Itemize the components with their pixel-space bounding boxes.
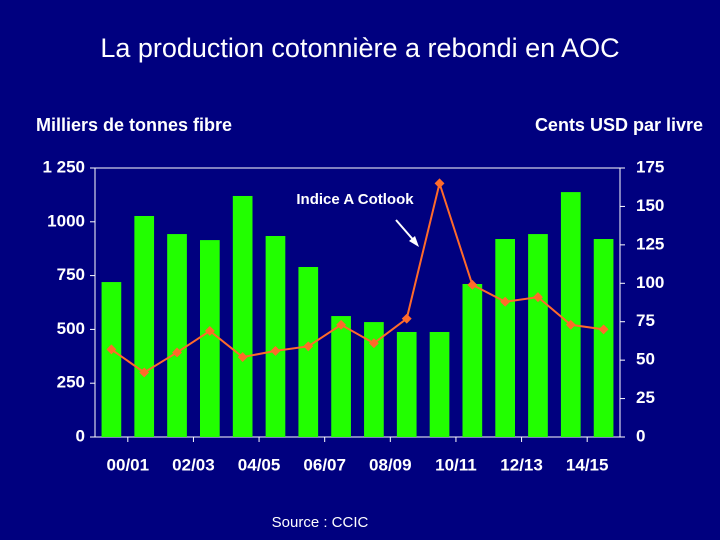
bar bbox=[528, 234, 548, 437]
bar bbox=[331, 316, 351, 437]
y2-tick-label: 150 bbox=[636, 196, 664, 215]
y-tick-label: 1000 bbox=[47, 211, 85, 230]
line-marker bbox=[303, 341, 314, 352]
y-tick-label: 1 250 bbox=[42, 157, 85, 176]
y2-tick-label: 125 bbox=[636, 234, 664, 253]
bar bbox=[462, 283, 483, 437]
line-marker bbox=[434, 178, 445, 189]
y2-tick-label: 25 bbox=[636, 388, 655, 407]
chart-title: La production cotonnière a rebondi en AO… bbox=[100, 33, 619, 63]
line-marker bbox=[204, 325, 215, 336]
y2-tick-label: 50 bbox=[636, 350, 655, 369]
y-tick-label: 750 bbox=[57, 265, 85, 284]
bar bbox=[560, 192, 581, 437]
line bbox=[110, 179, 604, 374]
bar bbox=[593, 239, 614, 437]
plot-area bbox=[94, 167, 621, 438]
line-marker bbox=[401, 313, 412, 324]
x-tick-label: 00/01 bbox=[107, 455, 150, 474]
bar bbox=[101, 282, 122, 437]
x-tick-label: 12/13 bbox=[500, 455, 543, 474]
line-marker bbox=[598, 324, 609, 335]
source: Source : CCIC bbox=[272, 514, 369, 531]
x-tick-label: 04/05 bbox=[238, 455, 281, 474]
y-tick-label: 500 bbox=[57, 319, 85, 338]
bar bbox=[265, 236, 286, 437]
bar bbox=[167, 234, 187, 437]
line-marker bbox=[368, 338, 379, 349]
y-axis-label: Milliers de tonnes fibre bbox=[36, 115, 232, 135]
line-marker bbox=[565, 319, 576, 330]
y-tick-label: 250 bbox=[57, 373, 85, 392]
y2-tick-label: 100 bbox=[636, 273, 664, 292]
line-marker bbox=[533, 292, 543, 303]
line-marker bbox=[172, 347, 182, 358]
line-marker bbox=[500, 296, 511, 307]
bar bbox=[134, 215, 155, 437]
bar bbox=[429, 331, 450, 437]
line-marker bbox=[237, 352, 248, 363]
line-marker bbox=[467, 279, 478, 290]
x-tick-label: 08/09 bbox=[369, 455, 412, 474]
line-marker bbox=[336, 319, 347, 330]
annotation: Indice A Cotlook bbox=[296, 191, 414, 208]
bar bbox=[298, 266, 319, 437]
y2-tick-label: 75 bbox=[636, 311, 655, 330]
bar bbox=[396, 331, 417, 437]
line-marker bbox=[139, 367, 150, 378]
x-tick-label: 06/07 bbox=[303, 455, 346, 474]
bar bbox=[232, 195, 253, 437]
annotation-arrowhead bbox=[409, 236, 419, 247]
x-tick-label: 10/11 bbox=[435, 455, 477, 474]
y-tick-label: 0 bbox=[76, 426, 85, 445]
x-tick-label: 14/15 bbox=[566, 455, 609, 474]
y2-tick-label: 175 bbox=[636, 157, 664, 176]
bar bbox=[495, 239, 515, 437]
x-tick-label: 02/03 bbox=[172, 455, 215, 474]
y2-tick-label: 0 bbox=[636, 426, 645, 445]
y2-axis-label: Cents USD par livre bbox=[535, 115, 703, 135]
bar bbox=[200, 240, 220, 437]
line-marker bbox=[270, 345, 281, 356]
bar bbox=[364, 322, 384, 437]
